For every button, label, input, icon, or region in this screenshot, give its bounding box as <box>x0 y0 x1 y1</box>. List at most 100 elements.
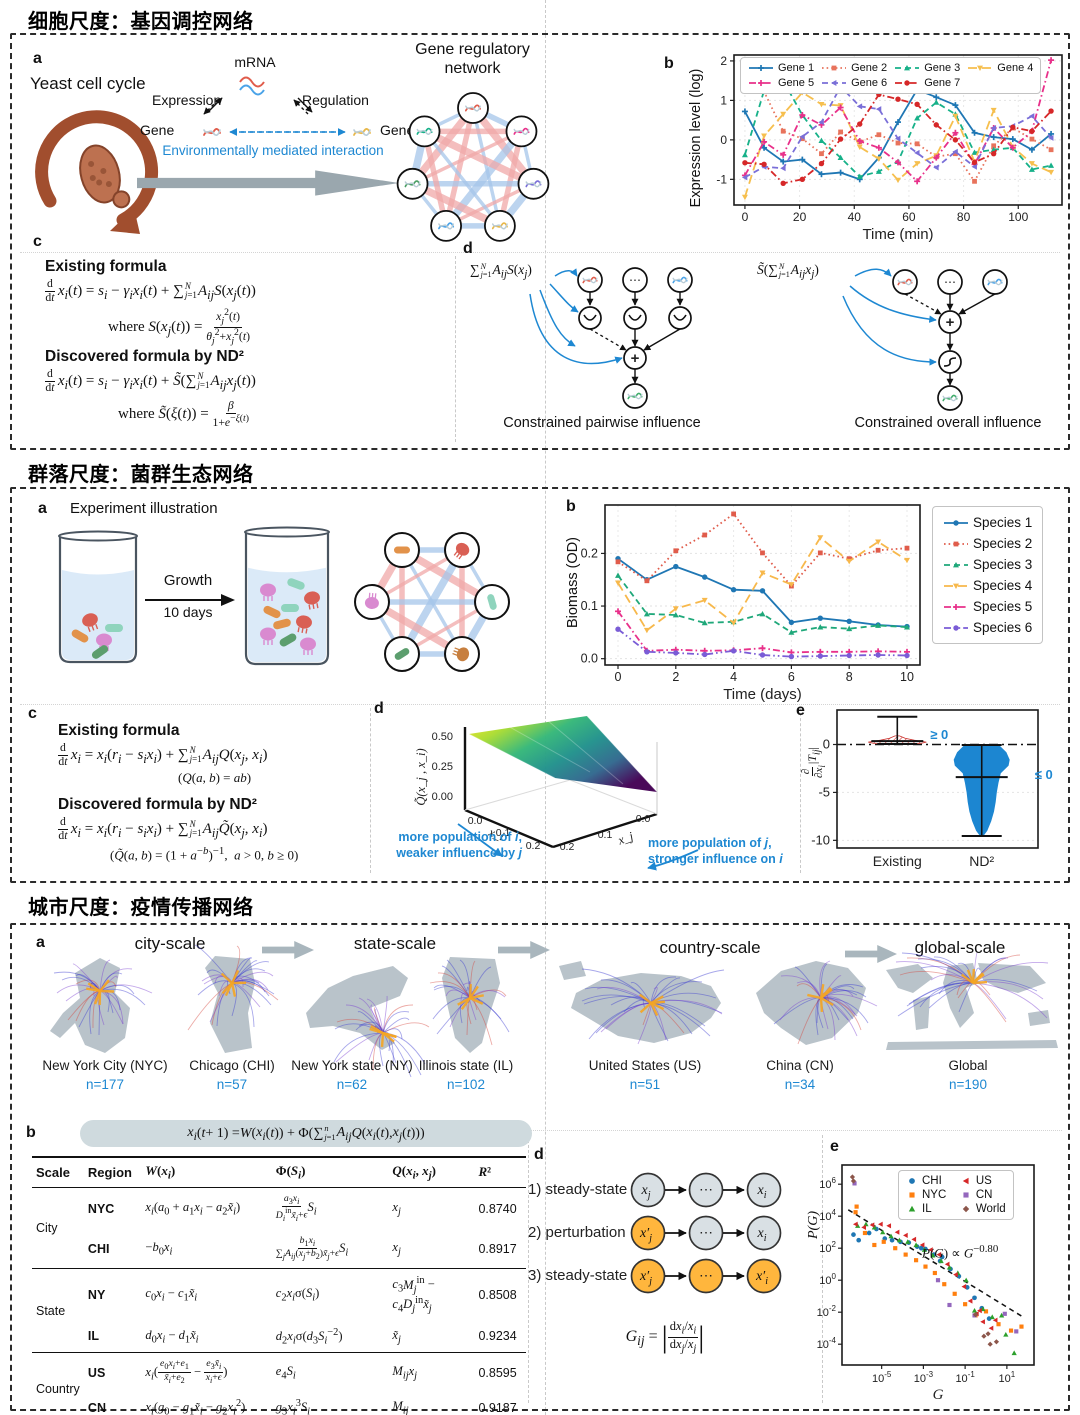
legend-item: CN <box>960 1189 1006 1201</box>
map-count: n=62 <box>336 1077 368 1092</box>
svg-text:0: 0 <box>615 670 622 684</box>
panel-label-2b: b <box>566 498 576 515</box>
table-row: CHI −b0xi b1xi ∑jAij(xj+b2)x̃j+ϵ Si xj 0.8917 <box>32 1230 526 1269</box>
gene-chart-ylabel: Expression level (log) <box>688 68 704 208</box>
svg-text:G: G <box>933 1387 944 1403</box>
map-caption: Global <box>948 1058 988 1073</box>
section3-bd-divider <box>528 1135 529 1403</box>
legend-item: IL <box>906 1203 952 1215</box>
legend-label: CN <box>975 1189 993 1201</box>
table-header: R² <box>474 1155 526 1188</box>
existing-formula-1-where: where S(xj(t)) = xj2(t) θj2+xj2(t) <box>108 307 250 347</box>
table-header: Scale <box>32 1155 84 1188</box>
section1-cd-divider <box>455 256 456 442</box>
svg-text:-5: -5 <box>818 784 830 799</box>
legend-item: Gene 5 <box>748 77 814 89</box>
svg-text:10: 10 <box>900 670 914 684</box>
q-cell: x̃j <box>392 1327 401 1346</box>
svg-text:100: 100 <box>1008 210 1028 224</box>
section3-panel-divider <box>530 1130 1062 1131</box>
r2-cell: 0.9187 <box>478 1400 517 1415</box>
svg-text:-10: -10 <box>811 832 830 847</box>
svg-text:10-2: 10-2 <box>817 1304 837 1319</box>
legend-item: Gene 4 <box>967 62 1033 74</box>
map-count: n=57 <box>216 1077 248 1092</box>
svg-text:2: 2 <box>672 670 679 684</box>
panel-label-3a: a <box>36 934 45 951</box>
r2-cell: 0.8508 <box>474 1268 526 1321</box>
phi-cell: e4Si <box>271 1352 389 1393</box>
legend-label: Species 3 <box>973 557 1033 572</box>
overall-caption: Constrained overall influence <box>854 415 1042 431</box>
legend-item: Gene 6 <box>821 77 887 89</box>
gene-legend: Gene 1 Gene 2 Gene 3 Gene 4 Gene 5 Gene 6 Gene… <box>740 57 1042 94</box>
regulation-label: Regulation <box>302 92 369 108</box>
table-header: W(xi) <box>141 1155 272 1188</box>
table-header: Q(xi, xj) <box>388 1155 475 1188</box>
legend-label: Species 2 <box>973 536 1033 551</box>
scale-label-country: country-scale <box>659 938 761 957</box>
legend-item: Gene 3 <box>894 62 960 74</box>
perturbation-step-label: 3) steady-state <box>528 1267 628 1284</box>
svg-text:0.2: 0.2 <box>581 546 598 560</box>
svg-text:xi: xi <box>757 1226 767 1244</box>
svg-text:10-3: 10-3 <box>914 1370 934 1385</box>
computation-graphs: ⋯ + ⋯ + <box>529 267 1008 411</box>
legend-item: Species 2 <box>943 536 1032 551</box>
region-cell: IL <box>87 1329 100 1344</box>
panel-label-2e: e <box>796 702 805 719</box>
legend-item: Gene 1 <box>748 62 814 74</box>
grn-title: Gene regulatory network <box>415 41 530 78</box>
svg-text:x_j: x_j <box>615 829 636 848</box>
svg-text:0.00: 0.00 <box>432 791 453 803</box>
svg-text:0.1: 0.1 <box>581 599 598 613</box>
surface-annot-arrows <box>457 823 699 871</box>
legend-label: NYC <box>922 1189 947 1201</box>
surface-annot-left: more population of i, weaker influence by… <box>396 830 522 860</box>
svg-text:x′j: x′j <box>639 1226 652 1244</box>
phi-cell: g3xi3Si <box>275 1398 311 1415</box>
svg-text:6: 6 <box>788 670 795 684</box>
section2-title: 群落尺度：菌群生态网络 <box>28 464 254 486</box>
legend-label: IL <box>922 1203 932 1215</box>
w-cell: xi(e0xi+e1 x̃i+e2 − e3x̃i xi+ϵ) <box>141 1352 272 1393</box>
map-5 <box>756 960 878 1045</box>
gene-right-label: Gene <box>380 122 415 138</box>
svg-text:Q̃(x_j , x_i): Q̃(x_j , x_i) <box>414 748 428 805</box>
svg-text:40: 40 <box>848 210 862 224</box>
svg-text:⋯: ⋯ <box>699 1181 713 1197</box>
legend-label: Species 5 <box>973 599 1033 614</box>
gain-scatter-chart: 10-5 10-3 10-1 101 10-4 10-2 100 102 104 106 G <box>800 1155 1040 1405</box>
scale-label-state: state-scale <box>353 934 437 953</box>
map-3 <box>429 957 510 1053</box>
panel-label-3b: b <box>26 1124 36 1141</box>
legend-label: Gene 3 <box>924 62 961 74</box>
phi-cell: b1xi ∑jAij(xj+b2)x̃j+ϵ Si <box>275 1234 349 1262</box>
svg-text:ND²: ND² <box>969 853 994 869</box>
nd2-formula-2b: (Q̃(a, b) = (1 + a−b)−1, a > 0, b ≥ 0) <box>110 845 299 863</box>
svg-text:xi: xi <box>757 1183 767 1201</box>
legend-label: Gene 1 <box>778 62 815 74</box>
region-cell: NY <box>83 1268 142 1321</box>
svg-text:Time (days): Time (days) <box>723 686 802 703</box>
phi-cell: a3xi Diinx̃i+ϵ Si <box>271 1186 389 1230</box>
scale-cell: State <box>32 1268 84 1353</box>
map-6 <box>886 952 1058 1050</box>
map-caption: New York City (NYC) <box>42 1058 168 1073</box>
panel-label-3e: e <box>830 1138 839 1155</box>
svg-text:0.0: 0.0 <box>468 815 483 827</box>
svg-text:xj: xj <box>641 1183 651 1201</box>
w-cell: xi(a0 + a1xi − a2x̃i) <box>141 1186 272 1230</box>
svg-text:10-4: 10-4 <box>817 1336 837 1351</box>
svg-text:8: 8 <box>846 670 853 684</box>
svg-text:0.0: 0.0 <box>636 813 651 825</box>
svg-text:x′j: x′j <box>639 1269 652 1287</box>
map-2 <box>306 966 430 1078</box>
q-cell: c3Mjin − c4Djinx̃j <box>388 1268 475 1321</box>
formula-table-wrap: Scale Region W(xi) Φ(Si) Q(xi, xj) R² City NYC x… <box>32 1155 526 1415</box>
column-divider <box>545 0 546 1415</box>
svg-text:101: 101 <box>999 1370 1016 1385</box>
